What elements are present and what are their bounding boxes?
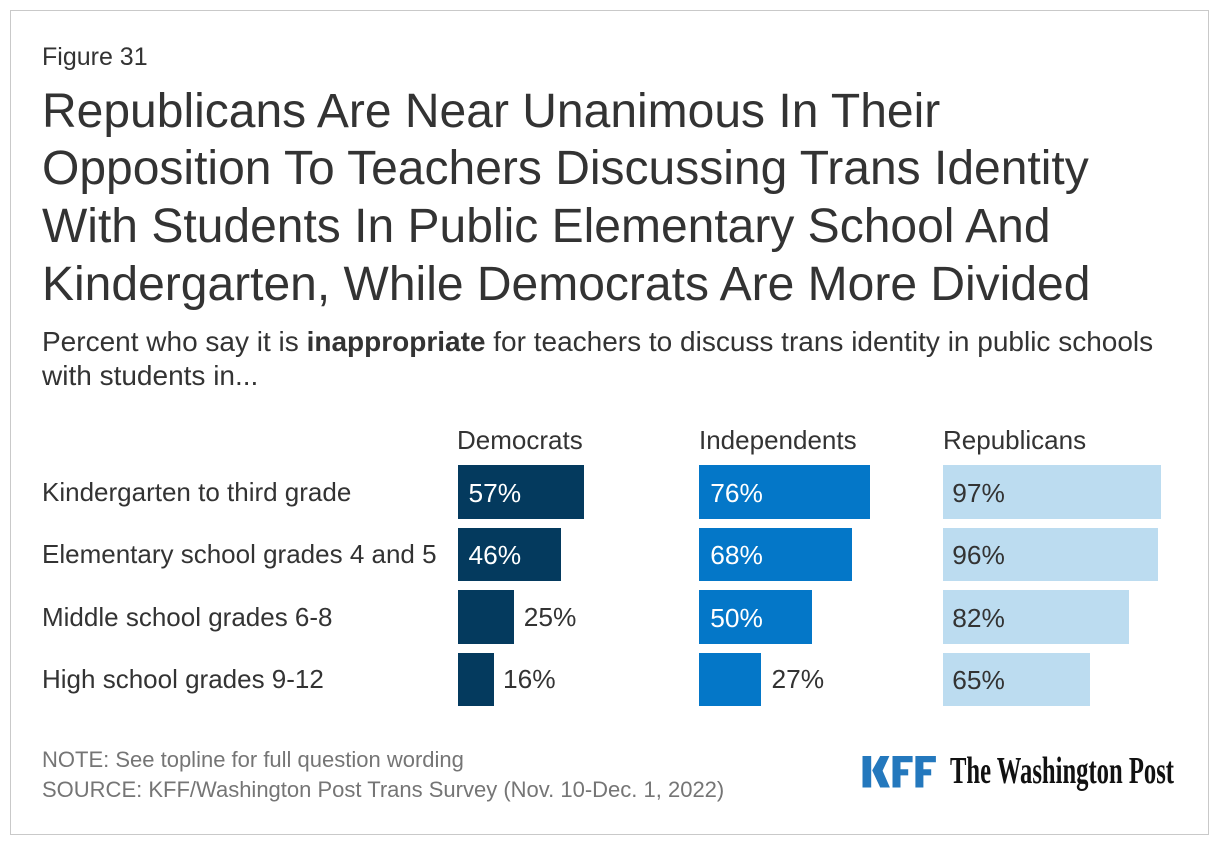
svg-text:The Washington Post: The Washington Post [950,750,1174,792]
